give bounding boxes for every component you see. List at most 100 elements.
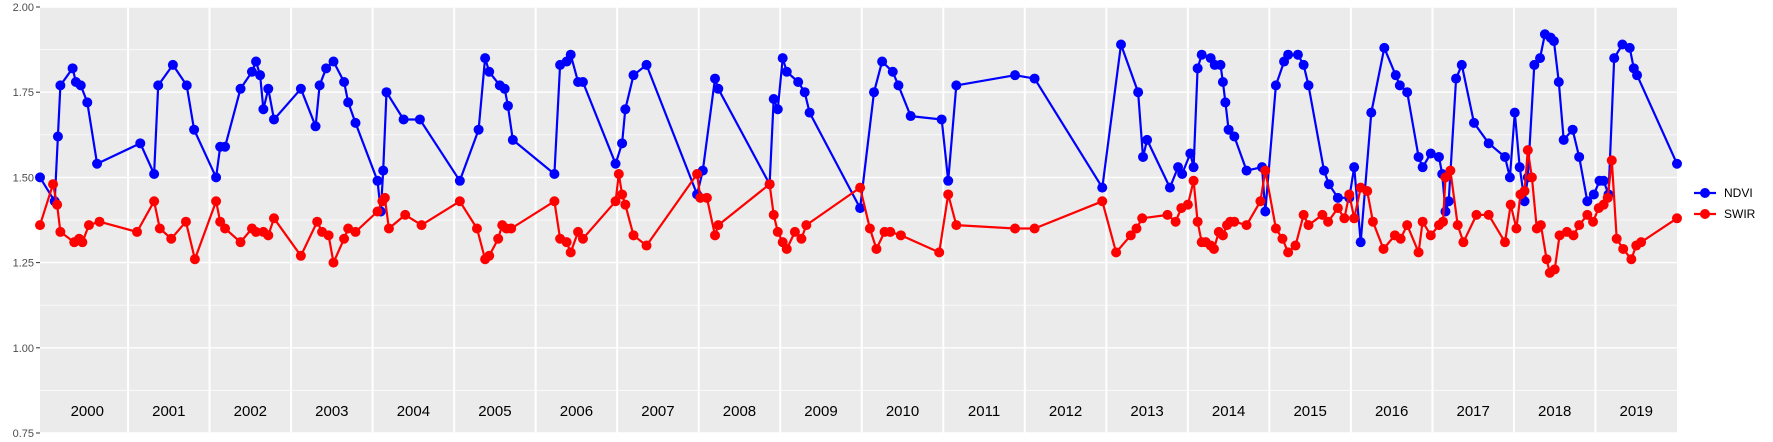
data-point-swir xyxy=(1395,233,1406,244)
data-point-swir xyxy=(1323,216,1334,227)
data-point-ndvi xyxy=(1220,97,1231,108)
data-point-ndvi xyxy=(565,49,576,60)
data-point-ndvi xyxy=(414,114,425,125)
data-point-ndvi xyxy=(893,80,904,91)
data-point-swir xyxy=(710,230,721,241)
data-point-swir xyxy=(934,247,945,258)
data-point-ndvi xyxy=(868,87,879,98)
data-point-ndvi xyxy=(55,80,66,91)
data-point-swir xyxy=(400,209,411,220)
data-point-ndvi xyxy=(1402,87,1413,98)
data-point-ndvi xyxy=(1535,53,1546,64)
data-point-ndvi xyxy=(1574,151,1585,162)
data-point-ndvi xyxy=(480,53,491,64)
data-point-ndvi xyxy=(1609,53,1620,64)
y-tick-label: 1.75 xyxy=(13,87,34,99)
data-point-ndvi xyxy=(1379,42,1390,53)
data-point-swir xyxy=(1131,223,1142,234)
data-point-ndvi xyxy=(610,158,621,169)
data-point-ndvi xyxy=(1440,206,1451,217)
data-point-ndvi xyxy=(1456,59,1467,70)
data-point-ndvi xyxy=(1483,138,1494,149)
legend-label: NDVI xyxy=(1724,186,1753,200)
data-point-swir xyxy=(484,250,495,261)
legend-key-point xyxy=(1700,188,1710,198)
data-point-ndvi xyxy=(1215,59,1226,70)
data-point-swir xyxy=(1229,216,1240,227)
data-point-ndvi xyxy=(1303,80,1314,91)
data-point-ndvi xyxy=(1529,59,1540,70)
data-point-swir xyxy=(263,230,274,241)
data-point-ndvi xyxy=(1029,73,1040,84)
data-point-ndvi xyxy=(1241,165,1252,176)
data-point-ndvi xyxy=(92,158,103,169)
data-point-swir xyxy=(796,233,807,244)
data-point-ndvi xyxy=(167,59,178,70)
data-point-swir xyxy=(379,192,390,203)
data-point-ndvi xyxy=(1323,179,1334,190)
data-point-swir xyxy=(1217,230,1228,241)
data-point-swir xyxy=(220,223,231,234)
data-point-ndvi xyxy=(295,83,306,94)
data-point-swir xyxy=(471,223,482,234)
data-point-ndvi xyxy=(246,66,257,77)
data-point-swir xyxy=(1162,209,1173,220)
data-point-ndvi xyxy=(67,63,78,74)
data-point-ndvi xyxy=(777,53,788,64)
data-point-swir xyxy=(1097,196,1108,207)
data-point-swir xyxy=(211,196,222,207)
data-point-swir xyxy=(628,230,639,241)
data-point-swir xyxy=(1192,216,1203,227)
data-point-swir xyxy=(764,179,775,190)
data-point-swir xyxy=(1568,230,1579,241)
data-point-ndvi xyxy=(1164,182,1175,193)
data-point-ndvi xyxy=(484,66,495,77)
year-label: 2008 xyxy=(723,403,756,420)
data-point-ndvi xyxy=(1548,36,1559,47)
data-point-swir xyxy=(454,196,465,207)
y-tick-label: 1.25 xyxy=(13,258,34,270)
data-point-ndvi xyxy=(502,100,513,111)
data-point-ndvi xyxy=(507,134,518,145)
year-label: 2005 xyxy=(478,403,511,420)
data-point-ndvi xyxy=(617,138,628,149)
data-point-swir xyxy=(801,220,812,231)
data-point-ndvi xyxy=(549,168,560,179)
data-point-swir xyxy=(610,196,621,207)
data-point-swir xyxy=(1010,223,1021,234)
data-point-ndvi xyxy=(1558,134,1569,145)
data-point-ndvi xyxy=(350,117,361,128)
y-tick-label: 1.50 xyxy=(13,172,34,184)
data-point-ndvi xyxy=(378,165,389,176)
year-label: 2001 xyxy=(152,403,185,420)
data-point-ndvi xyxy=(235,83,246,94)
data-point-swir xyxy=(295,250,306,261)
data-point-ndvi xyxy=(1553,76,1564,87)
data-point-ndvi xyxy=(1514,162,1525,173)
data-point-ndvi xyxy=(1509,107,1520,118)
data-point-swir xyxy=(1182,199,1193,210)
year-label: 2012 xyxy=(1049,403,1082,420)
data-point-swir xyxy=(1298,209,1309,220)
data-point-swir xyxy=(1277,233,1288,244)
data-point-ndvi xyxy=(153,80,164,91)
data-point-ndvi xyxy=(310,121,321,132)
data-point-swir xyxy=(1170,216,1181,227)
data-point-swir xyxy=(1290,240,1301,251)
data-point-swir xyxy=(1636,237,1647,248)
data-point-ndvi xyxy=(1588,189,1599,200)
data-point-ndvi xyxy=(1185,148,1196,159)
data-point-swir xyxy=(1588,216,1599,227)
data-point-ndvi xyxy=(381,87,392,98)
year-label: 2013 xyxy=(1130,403,1163,420)
data-point-ndvi xyxy=(713,83,724,94)
data-point-swir xyxy=(1574,220,1585,231)
data-point-ndvi xyxy=(1177,168,1188,179)
data-point-swir xyxy=(789,226,800,237)
data-point-swir xyxy=(1029,223,1040,234)
data-point-ndvi xyxy=(951,80,962,91)
data-point-swir xyxy=(1339,213,1350,224)
data-point-swir xyxy=(132,226,143,237)
data-point-ndvi xyxy=(251,56,262,67)
data-point-swir xyxy=(372,206,383,217)
